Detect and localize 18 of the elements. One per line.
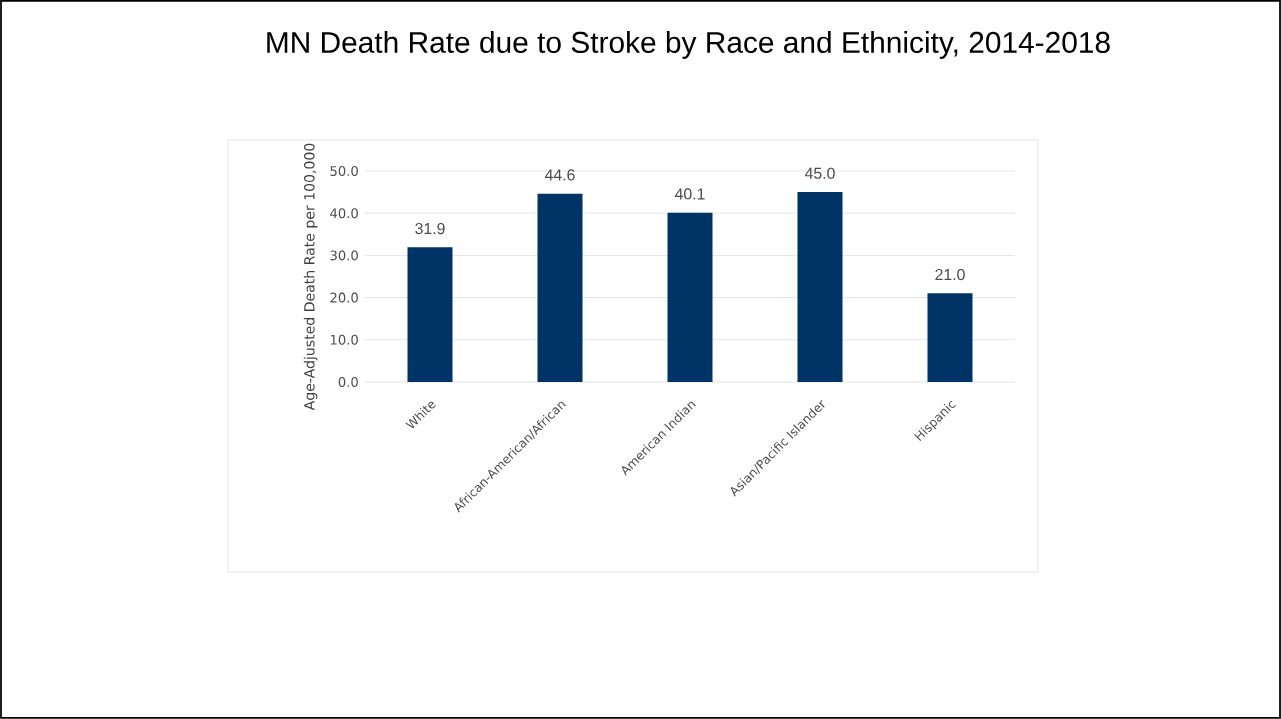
y-tick-label: 0.0 xyxy=(338,377,358,387)
y-tick-label: 40.0 xyxy=(330,208,358,219)
data-label: 40.1 xyxy=(674,188,705,200)
y-tick-label: 20.0 xyxy=(330,292,358,303)
y-axis-title: Age-Adjusted Death Rate per 100,000 xyxy=(303,143,318,411)
chart-title: MN Death Rate due to Stroke by Race and Ethnicity, 2014-2018 xyxy=(267,31,1110,59)
y-tick-label: 50.0 xyxy=(330,166,358,176)
y-tick-label: 30.0 xyxy=(330,250,358,261)
data-label: 45.0 xyxy=(804,167,835,179)
bar xyxy=(797,192,843,382)
bar xyxy=(927,293,973,382)
bar xyxy=(667,212,713,382)
data-label: 21.0 xyxy=(935,268,965,281)
y-tick-label: 10.0 xyxy=(330,334,358,345)
bar xyxy=(407,247,453,382)
data-label: 31.9 xyxy=(415,222,445,235)
bar xyxy=(537,193,583,382)
data-label: 44.6 xyxy=(544,169,575,181)
